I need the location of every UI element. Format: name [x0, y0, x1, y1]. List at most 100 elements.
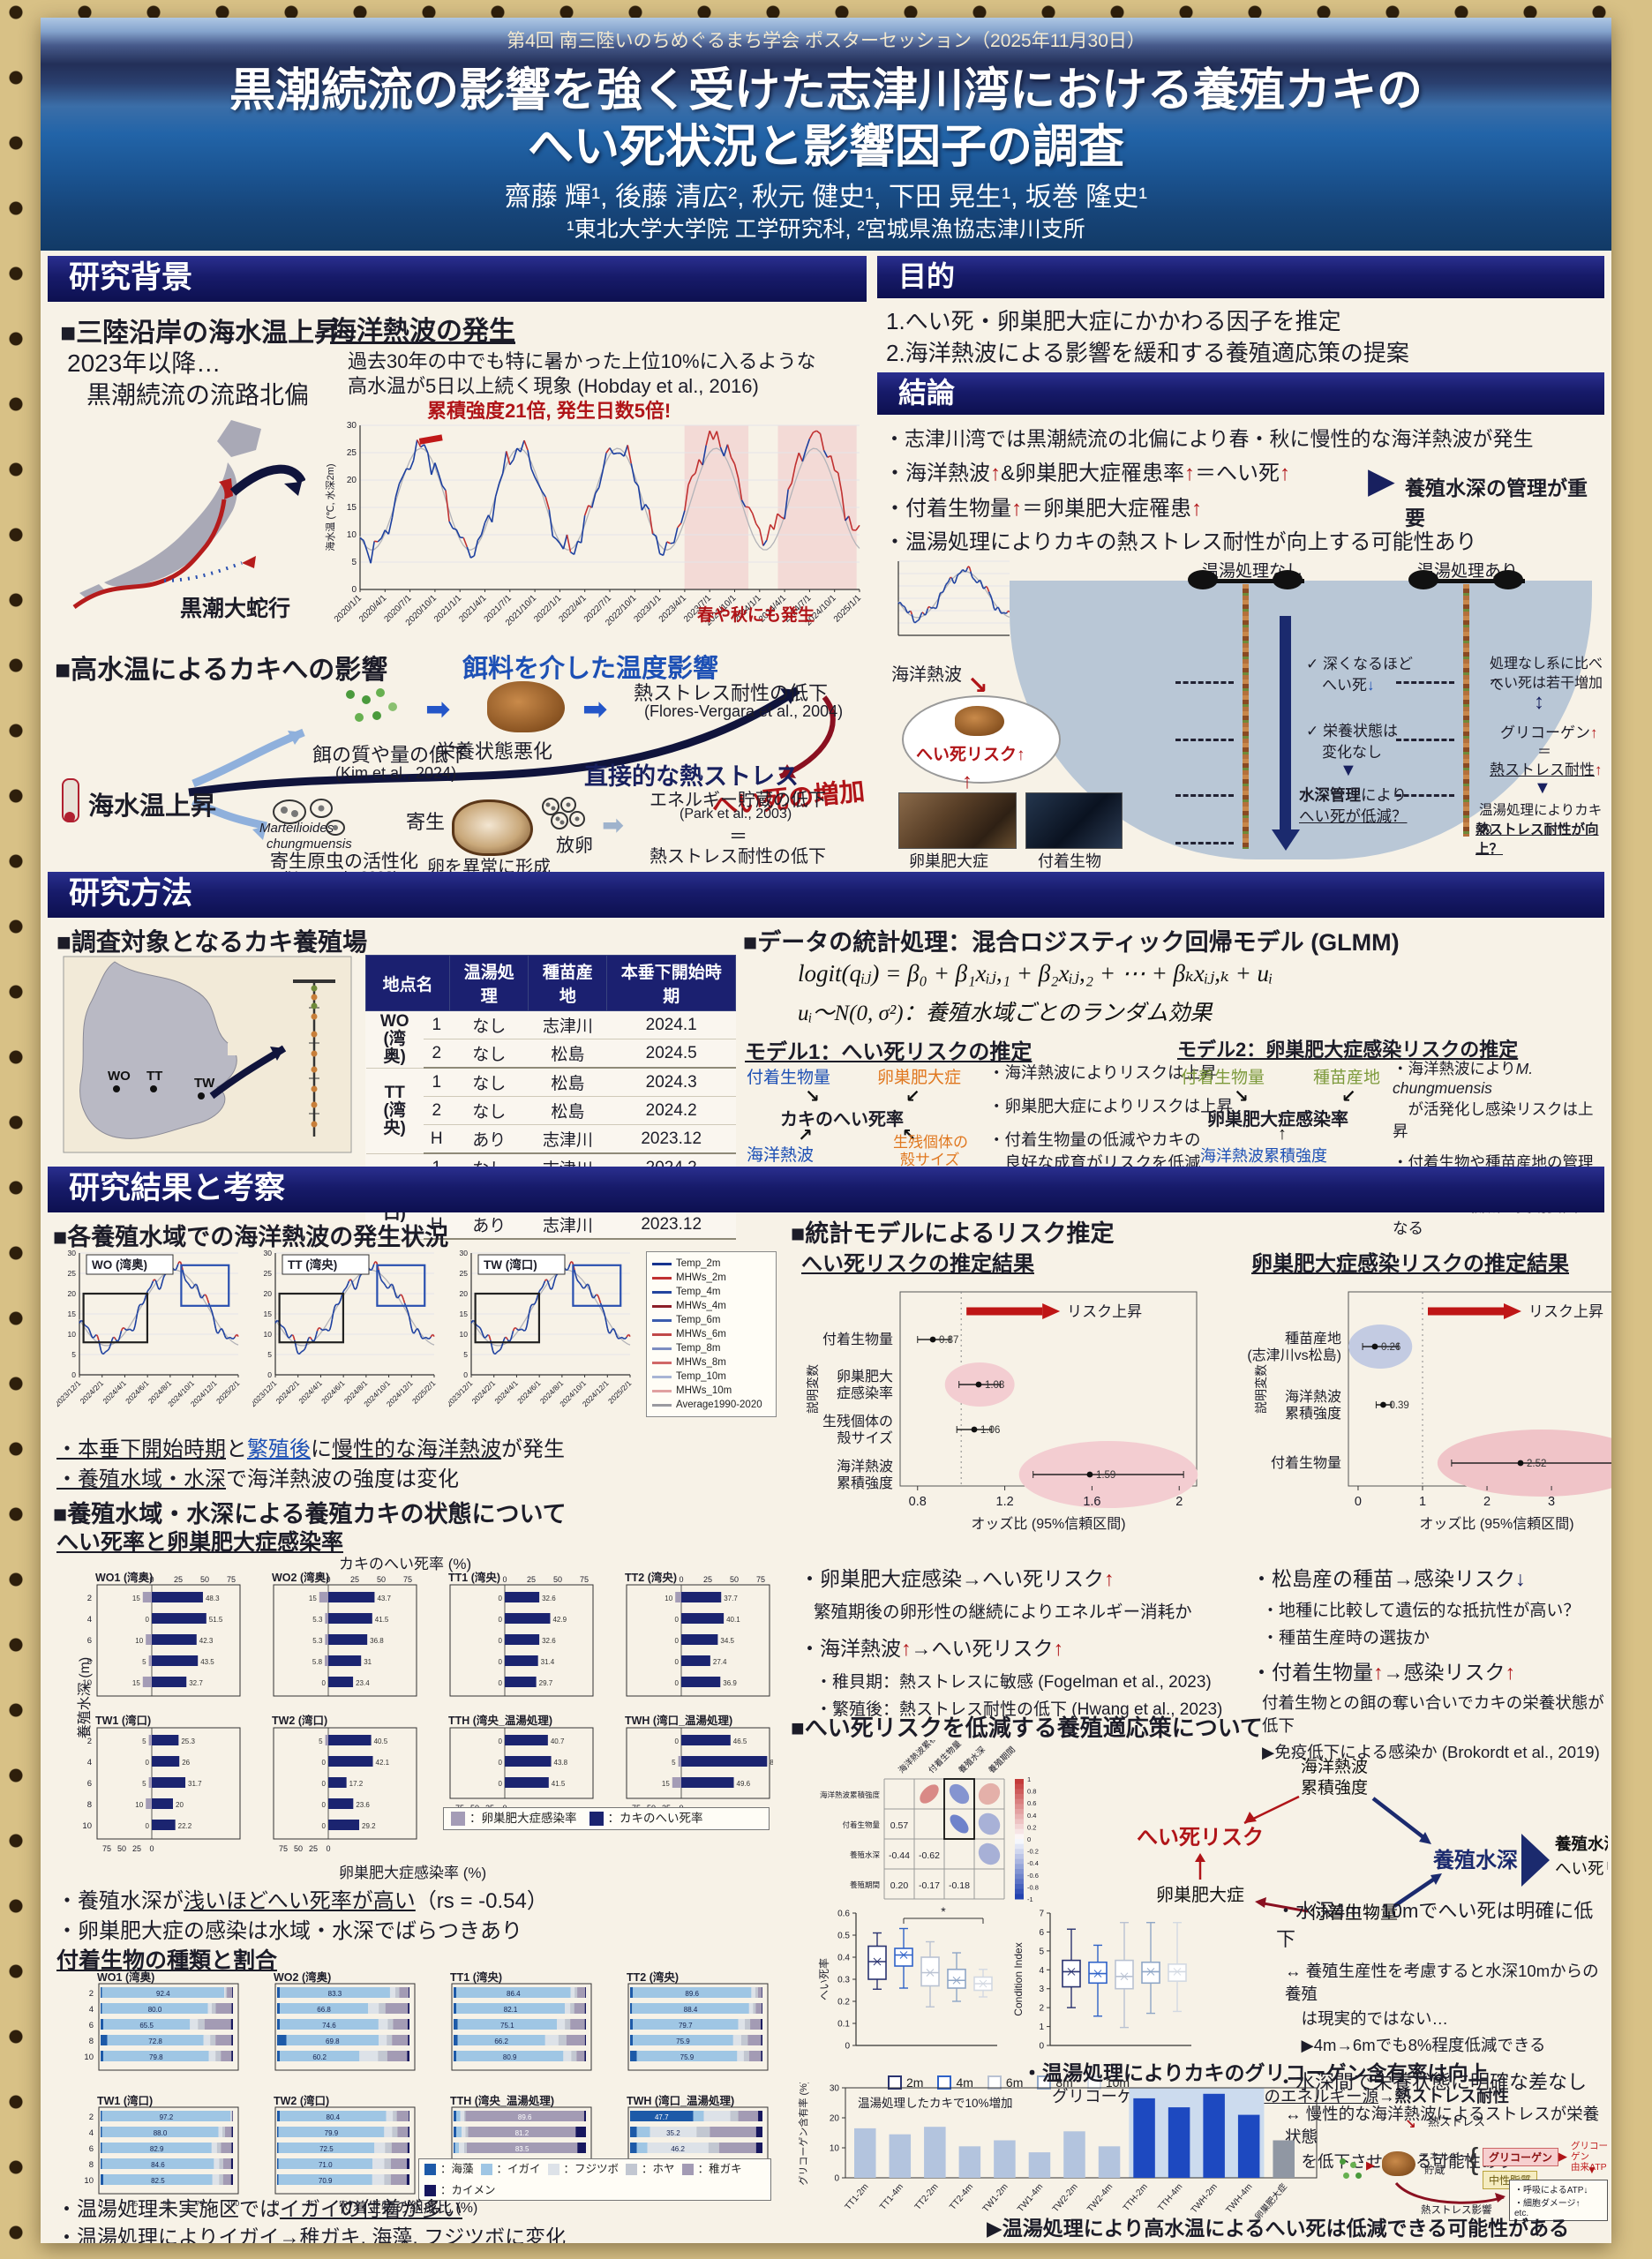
model1-bullet1: ・海洋熱波によりリスクは上昇	[988, 1063, 1217, 1082]
svg-text:46.5: 46.5	[733, 1737, 747, 1745]
model1-bullet3a: ・付着生物量の低減やカキの	[988, 1130, 1201, 1149]
mortality-bullet-1: ・養殖水深が浅いほどへい死率が高い（rs = -0.54）	[56, 1889, 548, 1913]
svg-text:10: 10	[135, 1801, 143, 1809]
svg-text:累積強度: 累積強度	[1301, 1778, 1368, 1797]
mortality-panel: WO2 (湾奥) 0 25 50 75 43.7 15 41.5 5.3 36.8 5.3 31 5.8…	[247, 1571, 420, 1712]
fouling-legend: ：海藻 ：イガイ ：フジツボ ：ホヤ ：稚ガキ ：カイメン	[418, 2158, 771, 2201]
svg-text:79.7: 79.7	[679, 2022, 693, 2030]
svg-text:0: 0	[1355, 1495, 1362, 1509]
svg-text:15: 15	[132, 1595, 140, 1602]
model1-title: モデル1：へい死リスクの推定	[745, 1040, 1032, 1064]
svg-text:20: 20	[176, 1801, 184, 1809]
svg-text:75: 75	[227, 1575, 236, 1584]
svg-text:10: 10	[460, 1330, 469, 1339]
svg-text:TW1 (湾口): TW1 (湾口)	[97, 2095, 153, 2107]
rig-label-treated: 温湯処理あり	[1417, 562, 1519, 581]
svg-text:1.06: 1.06	[980, 1425, 1000, 1436]
svg-text:海水温 (℃, 水深2m): 海水温 (℃, 水深2m)	[325, 463, 336, 551]
svg-text:卵巣肥大症: 卵巣肥大症	[1156, 1885, 1244, 1905]
svg-text:32.6: 32.6	[542, 1595, 556, 1602]
svg-text:2: 2	[87, 1737, 92, 1746]
svg-text:0.57: 0.57	[890, 1820, 909, 1831]
svg-text:81.1: 81.1	[770, 1759, 773, 1767]
svg-text:5: 5	[672, 1759, 676, 1767]
svg-text:TWH (湾口_温湯処理): TWH (湾口_温湯処理)	[625, 1714, 732, 1727]
svg-text:0: 0	[675, 1658, 680, 1666]
svg-text:0: 0	[322, 1822, 327, 1830]
svg-text:50: 50	[730, 1575, 739, 1584]
svg-text:75: 75	[756, 1575, 765, 1584]
forest-plot: リスク上昇 0.26 種苗産地(志津川vs松島) 0.39 海洋熱波累積強度 2.52 付着…	[1247, 1291, 1611, 1532]
mortality-legend: ：卵巣肥大症感染率 ：カキのへい死率	[443, 1807, 770, 1830]
svg-text:0: 0	[326, 1575, 330, 1584]
svg-text:70.9: 70.9	[319, 2177, 333, 2185]
svg-text:29.7: 29.7	[539, 1679, 553, 1687]
svg-text:50: 50	[339, 2199, 348, 2208]
svg-text:47.7: 47.7	[655, 2113, 669, 2121]
svg-text:0: 0	[499, 1637, 503, 1645]
depth-bullet-2: ・水深間で栄養状態に明確な差なし	[1276, 2071, 1588, 2093]
svg-text:20: 20	[830, 2114, 840, 2124]
section-objective: 目的 1.へい死・卵巣肥大症にかかわる因子を推定 2.海洋熱波による影響を緩和す…	[877, 256, 1604, 369]
svg-text:0.8: 0.8	[1027, 1788, 1036, 1796]
legend-item: 8m	[1037, 2075, 1073, 2090]
svg-text:0.39: 0.39	[1389, 1400, 1408, 1411]
svg-text:43.5: 43.5	[200, 1658, 214, 1666]
svg-text:2024/4/1: 2024/4/1	[101, 1378, 128, 1406]
feed-effect: 熱ストレス耐性の低下	[634, 682, 829, 704]
svg-text:2: 2	[1039, 2004, 1044, 2014]
depth-mgmt: 水深管理	[1299, 786, 1361, 804]
svg-text:22.2: 22.2	[178, 1822, 192, 1830]
plankton-icon	[1340, 2158, 1346, 2165]
svg-text:説明変数: 説明変数	[1254, 1364, 1268, 1414]
svg-text:0: 0	[499, 1759, 503, 1767]
state-title: ■養殖水域・水深による養殖カキの状態について	[53, 1501, 567, 1527]
svg-text:1.08: 1.08	[985, 1380, 1004, 1391]
svg-text:0: 0	[834, 2174, 839, 2184]
svg-text:WO1 (湾奥): WO1 (湾奥)	[97, 1971, 154, 1984]
parasitism-label: 寄生	[406, 811, 446, 833]
svg-text:32.7: 32.7	[189, 1679, 203, 1687]
svg-text:97.2: 97.2	[160, 2113, 174, 2121]
svg-text:0.87: 0.87	[939, 1335, 958, 1346]
final-conclusion: ▶温湯処理により高水温によるへい死は低減できる可能性がある	[987, 2217, 1570, 2240]
svg-text:生残個体の: 生残個体の	[822, 1414, 893, 1430]
forest1-cite1: ・稚貝期：熱ストレスに敏感 (Fogelman et al., 2023)	[815, 1673, 1212, 1692]
legend-item: MHWs_4m	[652, 1299, 770, 1313]
hw-chart-legend: Temp_2m MHWs_2m Temp_4m MHWs_4m Temp_6m MHWs_…	[646, 1251, 777, 1417]
conclusion-2: ・海洋熱波↑&卵巣肥大症罹患率↑＝へい死↑	[884, 462, 1291, 485]
mortality-risk-label: へい死リスク	[916, 746, 1017, 764]
svg-text:15: 15	[264, 1310, 273, 1318]
arrow-se-icon: ↘	[967, 672, 988, 699]
legend-item: Temp_4m	[652, 1285, 770, 1299]
svg-text:42.1: 42.1	[376, 1759, 390, 1767]
svg-text:0.20: 0.20	[890, 1880, 909, 1891]
svg-text:海洋熱波: 海洋熱波	[837, 1459, 893, 1475]
glycogen-label: グリコーゲン	[1500, 724, 1590, 741]
legend-item: Temp_10m	[652, 1370, 770, 1384]
correlation-matrix: 海洋熱波累積強度 付着生物量 養殖水深 養殖期間 海洋熱波累積強度 付着生物量 養殖水深 養殖…	[800, 1721, 1091, 1921]
feed-title: 餌料を介した温度影響	[462, 655, 719, 683]
svg-text:50: 50	[200, 1575, 209, 1584]
svg-text:海洋熱波: 海洋熱波	[1301, 1757, 1368, 1776]
svg-text:TT: TT	[146, 1069, 162, 1084]
hw-occurrence-title: ■各養殖水域での海洋熱波の発生状況	[53, 1224, 449, 1250]
svg-text:8: 8	[87, 1800, 92, 1810]
boxplot-mortality: 0 0.1 0.2 0.3 0.4 0.5 0.6 * へい死率	[817, 1904, 1001, 2078]
svg-text:2024/2/1: 2024/2/1	[470, 1378, 498, 1406]
svg-text:40.5: 40.5	[374, 1737, 388, 1745]
svg-text:5: 5	[142, 1658, 146, 1666]
svg-text:35.2: 35.2	[666, 2129, 680, 2137]
svg-text:0: 0	[99, 2199, 103, 2208]
oyster-icon	[1382, 2151, 1415, 2176]
model2-bullet1: が活発化し感染リスクは上昇	[1393, 1100, 1594, 1140]
svg-text:10: 10	[84, 2053, 94, 2062]
triangle-down-icon: ▼	[1340, 761, 1357, 780]
model1-shell-2: 殻サイズ	[900, 1152, 960, 1168]
legend-item: ：稚ガキ	[681, 2162, 742, 2176]
svg-text:0: 0	[499, 1737, 503, 1745]
fouling-panel: TT2 (湾央) 89.6 88.4 79.7 75.9 75.9	[600, 1970, 773, 2093]
legend-item: MHWs_2m	[652, 1271, 770, 1285]
svg-text:養殖水深: 養殖水深	[850, 1850, 881, 1859]
